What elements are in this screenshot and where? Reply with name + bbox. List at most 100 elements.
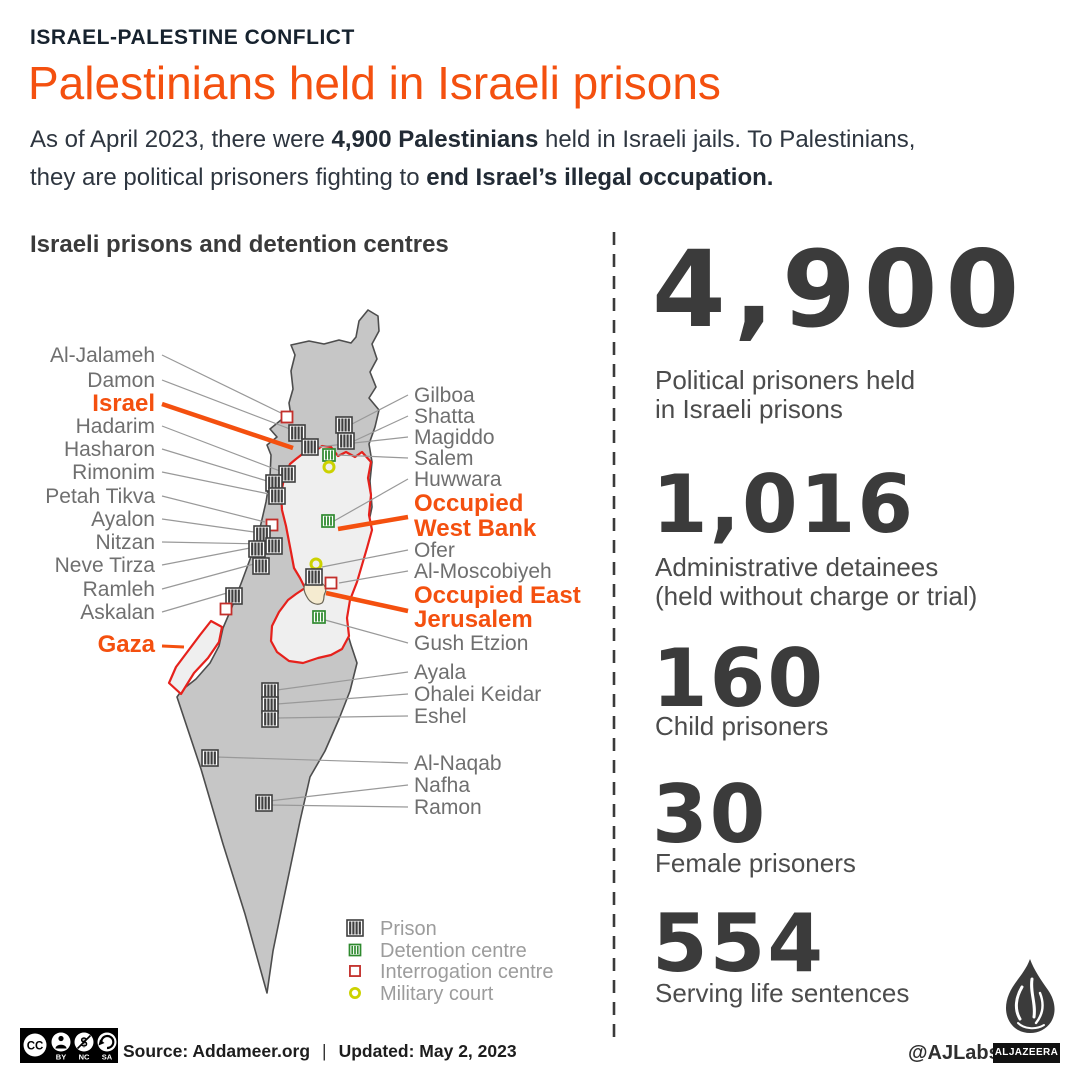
leader-line <box>161 425 281 472</box>
cc-sa-arrow-icon <box>100 1034 115 1050</box>
leader-line <box>161 644 185 649</box>
region-label-gaza: Gaza <box>98 631 156 658</box>
legend-label-prison: Prison <box>380 918 437 940</box>
leader-line <box>161 401 294 451</box>
region-label-occupied: Occupied <box>414 490 523 517</box>
map: Al-JalamehDamonIsraelHadarimHasharonRimo… <box>45 309 581 1005</box>
intro-line-1: As of April 2023, there were 4,900 Pales… <box>30 121 915 159</box>
leader-line <box>161 495 266 523</box>
site-label-al-jalameh: Al-Jalameh <box>50 344 155 367</box>
stat-label-line: in Israeli prisons <box>655 394 843 424</box>
site-label-ramon: Ramon <box>414 796 482 819</box>
leader-line <box>161 448 268 482</box>
cc-license-badge: CC $ BY NC SA <box>20 1028 118 1063</box>
site-label-hadarim: Hadarim <box>76 415 155 438</box>
legend-court-court-icon <box>349 987 361 999</box>
region-label-west-bank: West Bank <box>414 515 537 542</box>
leader-line <box>337 514 409 532</box>
site-label-ayala: Ayala <box>414 661 466 684</box>
ajlabs-credit: @AJLabs <box>908 1042 1000 1064</box>
leader-line <box>351 394 409 425</box>
stat-label-political-prisoners: Political prisoners held in Israeli pris… <box>655 366 915 424</box>
stat-label-child-prisoners: Child prisoners <box>655 712 828 741</box>
site-label-al-naqab: Al-Naqab <box>414 752 502 775</box>
site-label-al-moscobiyeh: Al-Moscobiyeh <box>414 560 552 583</box>
leader-line <box>321 549 409 568</box>
legend-label-interrogation: Interrogation centre <box>380 961 553 983</box>
marker-al-jalameh-interrogation-icon <box>280 410 294 424</box>
stat-label-line: Female prisoners <box>655 848 856 878</box>
site-label-huwwara: Huwwara <box>414 468 502 491</box>
leader-line <box>317 436 409 448</box>
intro: As of April 2023, there were 4,900 Pales… <box>30 121 915 197</box>
site-label-ohalei-keidar: Ohalei Keidar <box>414 683 541 706</box>
gaza-region <box>167 619 224 696</box>
source-line: Source: Addameer.org | Updated: May 2, 202… <box>123 1041 517 1062</box>
kicker: ISRAEL-PALESTINE CONFLICT <box>30 26 355 49</box>
marker-al-moscobiyeh-interrogation-icon <box>324 576 338 590</box>
site-label-askalan: Askalan <box>80 601 155 624</box>
column-divider <box>612 232 616 1038</box>
cc-sa-label: SA <box>102 1053 113 1062</box>
source-text: Source: Addameer.org <box>123 1041 311 1061</box>
site-label-rimonim: Rimonim <box>72 461 155 484</box>
site-label-ramleh: Ramleh <box>83 578 155 601</box>
leader-line <box>276 715 409 719</box>
region-label-israel: Israel <box>92 390 155 417</box>
site-label-salem: Salem <box>414 447 474 470</box>
aljazeera-wordmark: ALJAZEERA <box>993 1043 1060 1063</box>
aljazeera-flame-logo <box>1006 959 1055 1034</box>
leader-line <box>161 354 282 414</box>
leader-line <box>215 756 409 764</box>
leader-line <box>161 379 291 430</box>
leader-line <box>268 784 409 802</box>
page-title: Palestinians held in Israeli prisons <box>28 57 721 109</box>
site-label-magiddo: Magiddo <box>414 426 495 449</box>
site-label-eshel: Eshel <box>414 705 467 728</box>
stat-value-child-prisoners: 160 <box>652 632 825 725</box>
stat-label-female-prisoners: Female prisoners <box>655 849 856 878</box>
updated-text: Updated: May 2, 2023 <box>338 1041 517 1061</box>
stat-value-life-sentences: 554 <box>652 897 825 990</box>
leader-line <box>268 804 409 808</box>
intro-bold-segment: 4,900 Palestinians <box>331 126 539 153</box>
leader-line <box>276 671 409 691</box>
stat-label-line: Administrative detainees <box>655 552 939 582</box>
stat-value-political-prisoners: 4,900 <box>652 228 1028 351</box>
stat-label-line: Child prisoners <box>655 711 829 741</box>
stat-label-line: Serving life sentences <box>655 978 910 1008</box>
site-label-ofer: Ofer <box>414 539 455 562</box>
leader-line <box>325 590 409 614</box>
stat-label-line: Political prisoners held <box>655 365 916 395</box>
cc-nc-label: NC <box>79 1053 90 1062</box>
site-label-damon: Damon <box>87 369 155 392</box>
cc-by-label: BY <box>56 1053 66 1062</box>
leader-line <box>324 619 409 644</box>
site-label-ayalon: Ayalon <box>91 508 155 531</box>
leader-line <box>161 471 270 495</box>
region-label-occupied-east: Occupied East <box>414 582 581 609</box>
stat-value-administrative-detainees: 1,016 <box>652 458 916 551</box>
intro-segment: held in Israeli jails. To Palestinians, <box>538 126 916 153</box>
intro-segment: they are political prisoners fighting to <box>30 164 427 191</box>
legend-interrogation-interrogation-icon <box>349 965 361 977</box>
site-label-hasharon: Hasharon <box>64 438 155 461</box>
site-label-gush-etzion: Gush Etzion <box>414 632 528 655</box>
leader-line <box>161 547 251 566</box>
leader-line <box>161 518 255 533</box>
legend-label-court: Military court <box>380 983 494 1005</box>
leader-line <box>161 563 255 590</box>
stat-label-life-sentences: Serving life sentences <box>655 979 909 1008</box>
map-title: Israeli prisons and detention centres <box>30 231 449 258</box>
site-label-nafha: Nafha <box>414 774 470 797</box>
marker-petah-tikva-interrogation-icon <box>265 518 279 532</box>
leader-line <box>353 415 409 442</box>
intro-line-2: they are political prisoners fighting to… <box>30 159 915 197</box>
leader-line <box>338 570 409 584</box>
leader-line <box>276 693 409 705</box>
intro-bold-segment: end Israel’s illegal occupation. <box>426 164 774 191</box>
legend-label-detention: Detention centre <box>380 940 527 962</box>
stat-label-administrative-detainees: Administrative detainees (held without c… <box>655 553 977 611</box>
cc-by-person-icon <box>58 1035 64 1042</box>
